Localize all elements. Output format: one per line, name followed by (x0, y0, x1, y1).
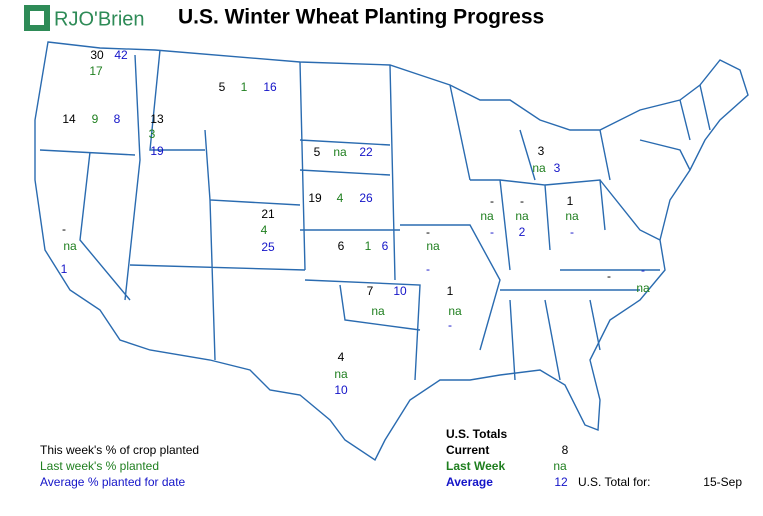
state-current: 7 (367, 284, 374, 298)
state-borders (39, 49, 711, 381)
state-average: 26 (359, 191, 373, 205)
state-last-week: 1 (241, 80, 248, 94)
state-last-week: na (565, 209, 579, 223)
state-current: 3 (538, 144, 545, 158)
totals-label: Last Week (446, 459, 505, 473)
state-last-week: na (480, 209, 494, 223)
state-last-week: na (532, 161, 546, 175)
state-last-week: na (333, 145, 347, 159)
state-current: - (62, 222, 66, 236)
state-average: 8 (114, 112, 121, 126)
logo-mark-inner (30, 11, 44, 25)
state-average: 2 (519, 225, 526, 239)
state-last-week: na (371, 304, 385, 318)
state-average: - (426, 262, 430, 276)
state-average: 3 (554, 161, 561, 175)
state-last-week: na (515, 209, 529, 223)
state-average: 6 (382, 239, 389, 253)
state-average: - (570, 225, 574, 239)
state-average: 42 (114, 48, 128, 62)
state-current: 5 (314, 145, 321, 159)
state-current: 13 (150, 112, 164, 126)
state-last-week: 4 (261, 223, 268, 237)
state-average: 10 (393, 284, 407, 298)
legend-average: Average % planted for date (40, 475, 186, 489)
state-last-week: na (448, 304, 462, 318)
state-average: 25 (261, 240, 275, 254)
total-for-label: U.S. Total for: (578, 475, 650, 489)
state-last-week: na (334, 367, 348, 381)
state-current: 1 (447, 284, 454, 298)
us-outline (34, 41, 749, 462)
state-average: 22 (359, 145, 373, 159)
state-last-week: na (63, 239, 77, 253)
state-current: 19 (308, 191, 322, 205)
state-current: - (520, 194, 524, 208)
totals-value: na (553, 459, 567, 473)
state-current: 30 (90, 48, 104, 62)
state-last-week: 1 (365, 239, 372, 253)
totals-heading: U.S. Totals (446, 427, 507, 441)
state-last-week: 4 (337, 191, 344, 205)
state-current: - (426, 225, 430, 239)
state-current: 21 (261, 207, 275, 221)
state-current: 6 (338, 239, 345, 253)
state-last-week: na (426, 239, 440, 253)
legend-last-week: Last week's % planted (40, 459, 159, 473)
state-last-week: 3 (149, 127, 156, 141)
state-average: - (448, 318, 452, 332)
state-average: 19 (150, 144, 164, 158)
totals-value: 8 (562, 443, 569, 457)
state-current: - (607, 269, 611, 283)
total-for-date: 15-Sep (703, 475, 742, 489)
totals-label: Average (446, 475, 493, 489)
state-current: 14 (62, 112, 76, 126)
state-average: 1 (61, 262, 68, 276)
state-average: - (641, 263, 645, 277)
state-current: 5 (219, 80, 226, 94)
state-last-week: 17 (89, 64, 103, 78)
title: U.S. Winter Wheat Planting Progress (178, 6, 544, 29)
legend-current: This week's % of crop planted (40, 443, 199, 457)
us-map (34, 41, 749, 462)
state-current: - (490, 194, 494, 208)
totals-value: 12 (554, 475, 568, 489)
state-last-week: 9 (92, 112, 99, 126)
logo: RJO'Brien (54, 8, 145, 30)
state-average: - (490, 225, 494, 239)
state-average: 10 (334, 383, 348, 397)
state-current: 4 (338, 350, 345, 364)
totals-label: Current (446, 443, 489, 457)
state-average: 16 (263, 80, 277, 94)
state-last-week: na (636, 281, 650, 295)
state-current: 1 (567, 194, 574, 208)
